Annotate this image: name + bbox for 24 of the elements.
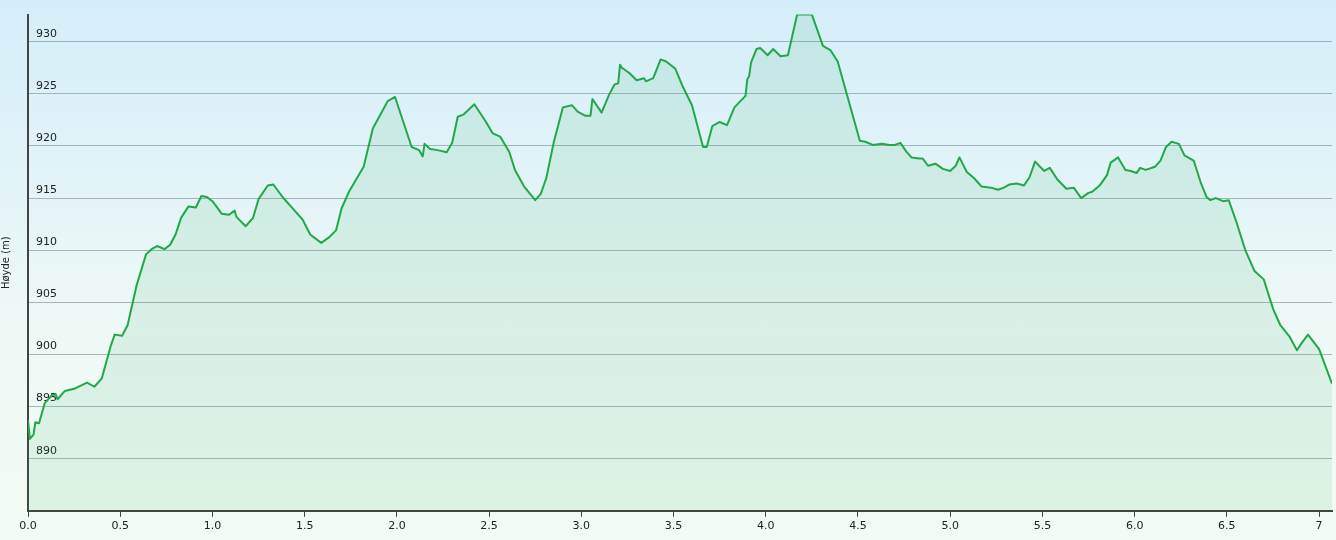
y-tick-label: 905 xyxy=(36,287,57,301)
y-tick-label: 915 xyxy=(36,182,57,196)
x-tick-label: 7 xyxy=(1315,519,1323,533)
x-tick-label: 2.0 xyxy=(388,519,406,533)
x-tick-label: 6.0 xyxy=(1125,519,1144,533)
y-tick-label: 925 xyxy=(36,78,57,92)
x-tick-label: 3.5 xyxy=(664,519,683,533)
y-tick-label: 920 xyxy=(36,130,57,144)
x-tick-label: 0.5 xyxy=(111,519,129,533)
x-tick-label: 1.5 xyxy=(295,519,314,533)
x-tick-label: 0.0 xyxy=(19,519,37,533)
x-tick-label: 3.0 xyxy=(572,519,591,533)
x-tick-label: 5.0 xyxy=(941,519,959,533)
y-tick-label: 900 xyxy=(36,339,57,353)
x-tick-label: 5.5 xyxy=(1033,519,1052,533)
x-tick-label: 4.5 xyxy=(849,519,867,533)
x-tick-label: 6.5 xyxy=(1218,519,1236,533)
y-axis-title: Høyde (m) xyxy=(0,236,11,290)
x-tick-label: 4.0 xyxy=(757,519,775,533)
x-tick-label: 1.0 xyxy=(203,519,222,533)
y-tick-label: 930 xyxy=(36,26,57,40)
y-tick-label: 890 xyxy=(36,443,57,457)
y-tick-label: 910 xyxy=(36,235,57,249)
x-tick-label: 2.5 xyxy=(480,519,498,533)
